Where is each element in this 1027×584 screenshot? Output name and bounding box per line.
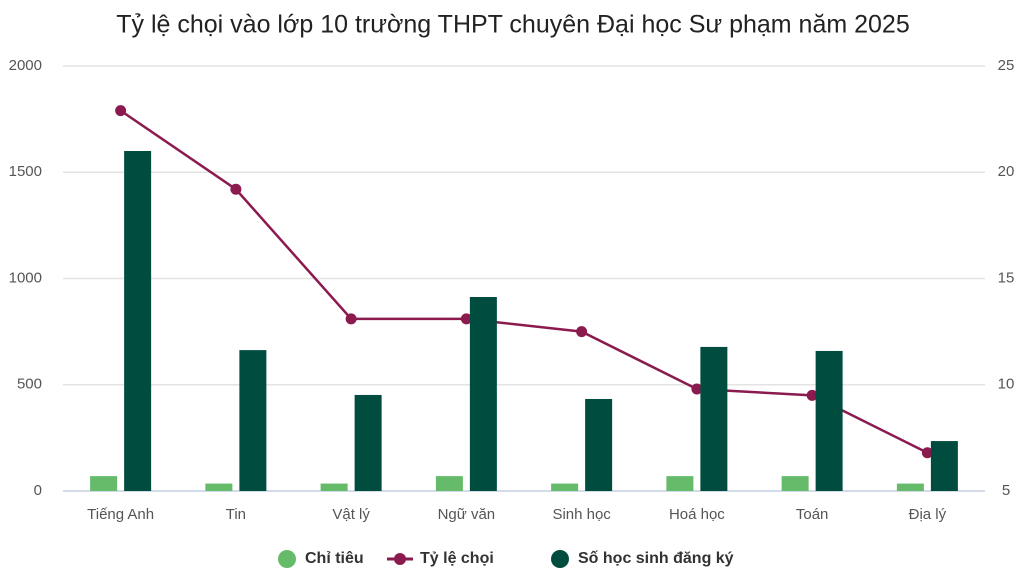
y-tick-label: 500 xyxy=(17,376,42,393)
y2-tick-label: 20 xyxy=(998,163,1015,180)
legend-item: Số học sinh đăng ký xyxy=(551,550,734,568)
line-point xyxy=(460,313,472,325)
legend-item: Chỉ tiêu xyxy=(278,550,364,568)
x-tick-label: Địa lý xyxy=(909,506,947,523)
legend-swatch xyxy=(551,550,569,568)
bar xyxy=(435,476,463,491)
bar xyxy=(320,483,348,491)
chart-title: Tỷ lệ chọi vào lớp 10 trường THPT chuyên… xyxy=(116,11,910,39)
line-point xyxy=(230,183,242,195)
bar xyxy=(930,441,958,491)
bar xyxy=(90,476,118,491)
y2-tick-label: 10 xyxy=(998,376,1015,393)
line xyxy=(119,109,928,454)
legend-label: Chỉ tiêu xyxy=(305,550,364,567)
bar xyxy=(205,483,233,491)
x-tick-label: Tiếng Anh xyxy=(87,506,154,523)
bar xyxy=(700,346,728,491)
y-tick-label: 1000 xyxy=(9,269,42,286)
legend-swatch xyxy=(278,550,296,568)
bar xyxy=(239,350,267,491)
line-point xyxy=(806,389,818,401)
x-tick-label: Sinh học xyxy=(552,506,611,523)
bar xyxy=(896,483,924,491)
bar xyxy=(551,483,579,491)
legend-label: Tỷ lệ chọi xyxy=(420,550,494,567)
line-point xyxy=(576,326,588,338)
x-tick-label: Hoá học xyxy=(669,506,725,523)
y-tick-label: 1500 xyxy=(9,163,42,180)
y-tick-label: 0 xyxy=(34,482,42,499)
line-point xyxy=(921,447,933,459)
y2-tick-label: 5 xyxy=(1002,482,1010,499)
bar xyxy=(585,398,613,491)
y-tick-label: 2000 xyxy=(9,57,42,74)
bar xyxy=(469,296,497,491)
y2-tick-label: 15 xyxy=(998,269,1015,286)
bar xyxy=(781,476,809,491)
x-tick-label: Tin xyxy=(226,506,246,523)
bar xyxy=(124,151,152,491)
bar xyxy=(815,350,843,491)
legend-swatch xyxy=(394,553,406,565)
y2-tick-label: 25 xyxy=(998,57,1015,74)
x-tick-label: Toán xyxy=(796,506,829,523)
line-point xyxy=(345,313,357,325)
x-tick-label: Ngữ văn xyxy=(438,506,496,523)
line-point xyxy=(691,383,703,395)
legend-item: Tỷ lệ chọi xyxy=(387,550,494,567)
line-point xyxy=(115,105,127,117)
bar xyxy=(354,394,382,491)
x-tick-label: Vật lý xyxy=(332,506,370,523)
bar xyxy=(666,476,694,491)
legend-label: Số học sinh đăng ký xyxy=(578,550,734,567)
